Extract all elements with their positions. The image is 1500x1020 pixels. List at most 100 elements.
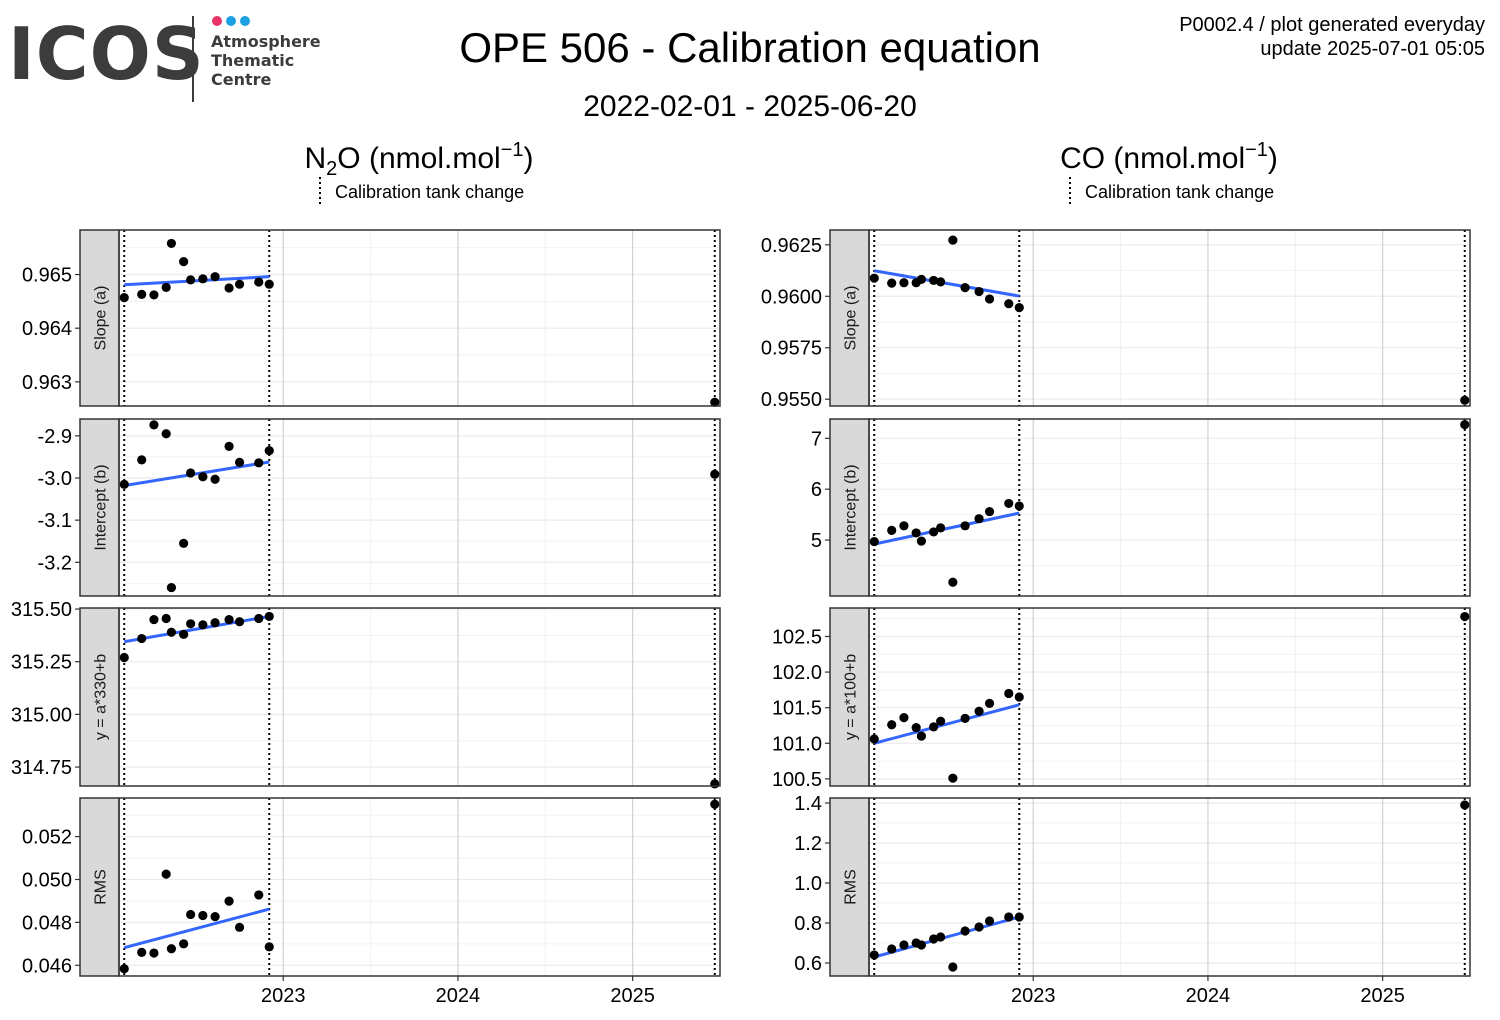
data-point (869, 273, 879, 283)
data-point (161, 429, 171, 439)
y-tick-label: 315.25 (11, 652, 72, 674)
strip-label: y = a*330+b (93, 654, 110, 740)
data-point (119, 652, 129, 663)
data-point (264, 446, 274, 456)
generation-info-line-2: update 2025-07-01 05:05 (1260, 38, 1485, 60)
trend-line (124, 275, 270, 287)
data-point (119, 479, 129, 489)
data-point (166, 944, 177, 954)
y-tick-label: 102.0 (772, 662, 822, 684)
chart-title: OPE 506 - Calibration equation (459, 24, 1041, 71)
data-point (974, 286, 984, 297)
x-tick-label: 2025 (610, 985, 655, 1007)
data-point (149, 290, 159, 300)
x-tick-label: 2024 (436, 985, 481, 1007)
data-point (166, 238, 177, 249)
logo-subtitle-line-2: Thematic (211, 51, 295, 70)
data-point (119, 964, 129, 974)
data-point (224, 614, 234, 625)
data-point (1014, 692, 1024, 702)
y-tick-label: 0.8 (794, 913, 822, 935)
data-point (984, 916, 995, 926)
data-point (264, 942, 274, 952)
data-point (916, 731, 927, 741)
data-point (186, 909, 196, 920)
y-tick-label: 5 (811, 530, 822, 552)
panel-co-3: RMS 0.6 0.8 1.0 1.2 1.4 (794, 793, 1471, 977)
y-tick-label: 101.5 (772, 698, 822, 720)
data-point (137, 947, 147, 958)
strip-label: RMS (93, 869, 110, 905)
strip-background (829, 607, 870, 787)
data-point (149, 948, 159, 958)
data-point (1460, 611, 1470, 622)
data-point (899, 940, 909, 950)
data-point (137, 289, 147, 299)
data-point (911, 723, 921, 733)
chart-date-range: 2022-02-01 - 2025-06-20 (583, 90, 917, 123)
panel-n2o-0: Slope (a) 0.963 0.964 0.965 (22, 229, 721, 407)
data-point (948, 962, 958, 972)
y-tick-label: -3.1 (38, 510, 72, 532)
panel-border (118, 607, 721, 787)
chart-co: CO (nmol.mol−1) Calibration tank change Sl… (761, 139, 1471, 1007)
data-point (166, 627, 177, 637)
legend-label-tank-change: Calibration tank change (1085, 182, 1274, 202)
data-point (916, 940, 927, 950)
strip-label: Slope (a) (93, 286, 110, 351)
data-point (119, 293, 129, 303)
data-point (936, 277, 946, 287)
data-point (869, 536, 879, 547)
data-point (137, 455, 147, 465)
data-point (984, 506, 995, 517)
y-tick-label: 0.9575 (761, 338, 822, 360)
data-point (1014, 501, 1024, 511)
y-tick-label: 7 (811, 428, 822, 450)
panel-co-2: y = a*100+b 100.5 101.0 101.5 102.0 102.5 (772, 607, 1471, 791)
trend-line (123, 907, 270, 950)
data-point (1460, 395, 1470, 405)
data-point (974, 706, 984, 716)
data-point (179, 257, 189, 267)
y-tick-label: 101.0 (772, 733, 822, 755)
trend-line (873, 511, 1020, 546)
data-point (936, 523, 946, 533)
logo-subtitle-line-1: Atmosphere (211, 32, 321, 51)
data-point (224, 441, 234, 451)
data-point (161, 869, 171, 879)
x-tick-label: 2023 (1011, 985, 1056, 1007)
data-point (960, 283, 970, 293)
data-point (264, 611, 274, 622)
logo-wordmark: ICOS (8, 12, 205, 96)
y-tick-label: 1.0 (794, 873, 822, 895)
data-point (234, 922, 245, 932)
data-point (186, 619, 196, 629)
data-point (198, 274, 208, 284)
chart-n2o: N2O (nmol.mol−1)Calibration tank change S… (11, 139, 721, 1007)
panel-border (868, 418, 1471, 597)
y-tick-label: 100.5 (772, 769, 822, 791)
logo-dot-pink (212, 16, 222, 26)
data-point (254, 613, 264, 624)
y-tick-label: 0.9550 (761, 389, 822, 411)
trend-line (873, 703, 1020, 745)
y-tick-label: -2.9 (38, 426, 72, 448)
data-point (1014, 912, 1024, 922)
data-point (710, 799, 720, 809)
data-point (179, 939, 189, 949)
data-point (710, 469, 720, 479)
x-tick-label: 2025 (1360, 985, 1405, 1007)
y-tick-label: 0.964 (22, 318, 72, 340)
legend-label-tank-change: Calibration tank change (335, 182, 524, 202)
data-point (929, 934, 939, 944)
panel-border (868, 797, 1471, 977)
data-point (264, 279, 274, 289)
data-point (224, 896, 234, 906)
data-point (929, 722, 939, 732)
data-point (186, 468, 196, 478)
panel-n2o-3: RMS 0.046 0.048 0.050 0.052 (22, 797, 721, 977)
data-point (1004, 912, 1014, 922)
y-tick-label: 6 (811, 479, 822, 501)
panel-border (868, 607, 1471, 787)
data-point (911, 528, 921, 538)
